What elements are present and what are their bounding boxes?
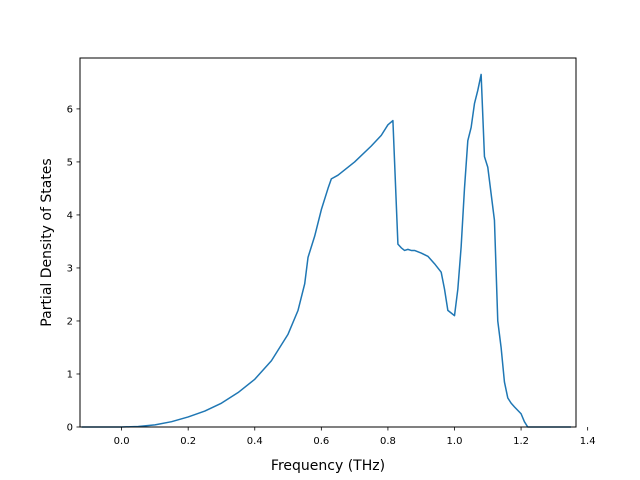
y-tick-label: 5: [67, 157, 73, 168]
x-tick-label: 0.4: [247, 436, 263, 447]
y-tick-label: 0: [67, 423, 73, 434]
x-tick-label: 0.0: [114, 436, 130, 447]
x-tick-label: 1.4: [580, 436, 596, 447]
x-tick-label: 1.2: [513, 436, 529, 447]
y-axis-label: Partial Density of States: [39, 158, 55, 326]
y-tick-label: 3: [67, 263, 73, 274]
y-axis-ticks: 0 1 2 3 4 5 6: [67, 104, 80, 434]
x-tick-label: 0.8: [380, 436, 396, 447]
series-line-0: [81, 73, 572, 428]
y-tick-label: 2: [67, 316, 73, 327]
x-tick-label: 0.6: [313, 436, 329, 447]
x-tick-label: 0.2: [180, 436, 196, 447]
plot-area: [81, 73, 572, 428]
y-tick-label: 4: [67, 210, 73, 221]
axes-frame: [79, 57, 577, 428]
x-axis-label: Frequency (THz): [271, 458, 385, 474]
x-tick-label: 1.0: [447, 436, 463, 447]
y-tick-label: 6: [67, 104, 73, 115]
x-axis-ticks: 0.0 0.2 0.4 0.6 0.8 1.0 1.2 1.4: [114, 427, 596, 447]
y-tick-label: 1: [67, 369, 73, 380]
